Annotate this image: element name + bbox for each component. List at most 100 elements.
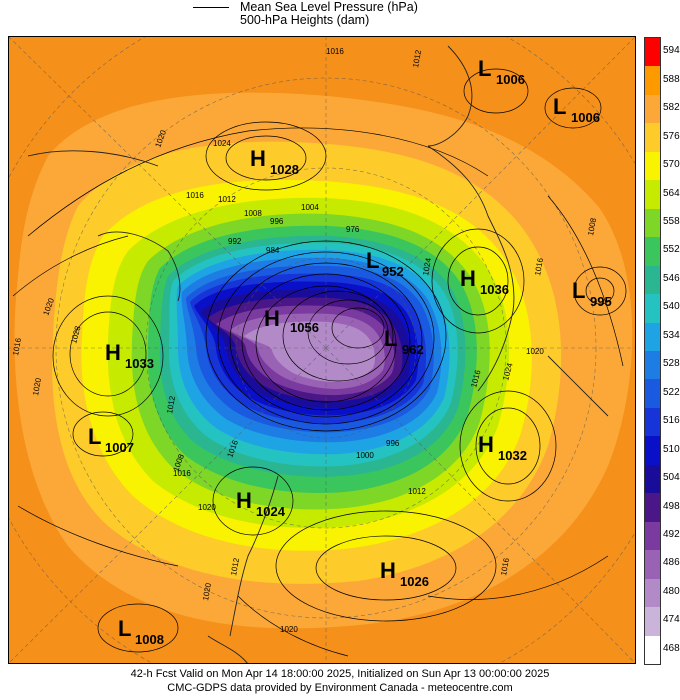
colorbar-segment: [645, 464, 660, 494]
contour-label: 1016: [11, 337, 23, 357]
mslp-line-symbol: [193, 7, 229, 8]
colorbar-tick-label: 534: [663, 329, 680, 341]
colorbar-tick-label: 540: [663, 301, 680, 313]
colorbar-segment: [645, 294, 660, 324]
pressure-center-letter: L: [118, 616, 131, 641]
graticule: [8, 36, 636, 664]
colorbar-tick-label: 510: [663, 443, 680, 455]
colorbar-segment: [645, 607, 660, 637]
colorbar-tick-label: 492: [663, 528, 680, 540]
colorbar-tick-label: 516: [663, 415, 680, 427]
contour-label: 1016: [533, 257, 545, 277]
pressure-center-value: 1056: [290, 320, 319, 335]
colorbar-tick-label: 522: [663, 386, 680, 398]
colorbar-tick-label: 594: [663, 45, 680, 57]
contour-label: 1016: [499, 557, 511, 577]
contour-label: 1012: [408, 487, 426, 496]
pressure-center-letter: L: [572, 278, 585, 303]
pressure-center-value: 1006: [571, 110, 600, 125]
pressure-center-value: 995: [590, 294, 612, 309]
legend-mslp-label: Mean Sea Level Pressure (hPa): [240, 0, 418, 14]
pressure-center-letter: L: [553, 94, 566, 119]
map-panel[interactable]: L 1006 L 1006 H 1028 L 952 H 1036 L 995 …: [8, 36, 636, 664]
contour-label: 992: [228, 237, 242, 246]
colorbar-segment: [645, 94, 660, 124]
colorbar-tick-label: 588: [663, 73, 680, 85]
contour-label: 1012: [411, 49, 423, 69]
contour-label: 1016: [173, 469, 191, 478]
pressure-center-value: 962: [402, 342, 424, 357]
contour-label: 1024: [421, 257, 433, 277]
pressure-center-value: 1008: [135, 632, 164, 647]
colorbar-segment: [645, 322, 660, 352]
contour-label: 1012: [165, 395, 177, 415]
colorbar-segment: [645, 379, 660, 409]
colorbar-segment: [645, 635, 660, 665]
contour-labels: 1016 1012 1020 1024 1016 1012 1008 1004 …: [11, 47, 598, 634]
colorbar-segment: [645, 351, 660, 380]
colorbar-tick-label: 486: [663, 557, 680, 569]
colorbar-tick-label: 474: [663, 614, 680, 626]
contour-label: 1020: [201, 582, 213, 602]
colorbar-tick-label: 552: [663, 244, 680, 256]
contour-label: 1008: [586, 217, 598, 237]
pressure-center-value: 1006: [496, 72, 525, 87]
pressure-center-value: 1007: [105, 440, 134, 455]
pressure-center-value: 1036: [480, 282, 509, 297]
colorbar-segment: [645, 123, 660, 153]
pressure-center-value: 1026: [400, 574, 429, 589]
colorbar-tick-label: 576: [663, 130, 680, 142]
legend-heights-label: 500-hPa Heights (dam): [240, 13, 370, 27]
colorbar-tick-label: 480: [663, 585, 680, 597]
colorbar-tick-label: 546: [663, 272, 680, 284]
colorbar-segment: [645, 550, 660, 580]
pressure-center-letter: L: [366, 248, 379, 273]
colorbar: [644, 37, 661, 665]
contour-label: 1024: [213, 139, 231, 148]
colorbar-tick-label: 528: [663, 358, 680, 370]
colorbar-segment: [645, 66, 660, 96]
colorbar-segment: [645, 208, 660, 238]
pressure-center-value: 1032: [498, 448, 527, 463]
pressure-center-letter: L: [478, 56, 491, 81]
pressure-center-letter: H: [460, 266, 476, 291]
pressure-center-value: 1024: [256, 504, 286, 519]
chart-legend: Mean Sea Level Pressure (hPa) 500-hPa He…: [0, 0, 680, 36]
pressure-center-letter: H: [264, 306, 280, 331]
colorbar-tick-label: 570: [663, 159, 680, 171]
contour-label: 1020: [198, 503, 216, 512]
contour-label: 1000: [356, 451, 374, 460]
pressure-center-letter: H: [250, 146, 266, 171]
contour-label: 1004: [301, 203, 319, 212]
colorbar-tick-label: 468: [663, 642, 680, 654]
weather-map: L 1006 L 1006 H 1028 L 952 H 1036 L 995 …: [8, 36, 636, 664]
contour-label: 1012: [229, 557, 241, 577]
pressure-center-value: 1033: [125, 356, 154, 371]
pressure-center-letter: L: [88, 424, 101, 449]
contour-label: 984: [266, 246, 280, 255]
colorbar-tick-label: 558: [663, 215, 680, 227]
pressure-center-value: 952: [382, 264, 404, 279]
contour-label: 1016: [326, 47, 344, 56]
colorbar-segment: [645, 436, 660, 466]
contour-label: 996: [386, 439, 400, 448]
coastlines: [27, 45, 609, 664]
colorbar-segment: [645, 237, 660, 267]
contour-label: 1008: [244, 209, 262, 218]
pressure-centers: L 1006 L 1006 H 1028 L 952 H 1036 L 995 …: [88, 56, 612, 647]
colorbar-segment: [645, 265, 660, 295]
contour-label: 1020: [280, 625, 298, 634]
pressure-center-letter: L: [384, 326, 397, 351]
contour-label: 996: [270, 217, 284, 226]
colorbar-tick-label: 564: [663, 187, 680, 199]
pressure-center-letter: H: [478, 432, 494, 457]
colorbar-tick-label: 582: [663, 102, 680, 114]
colorbar-segment: [645, 407, 660, 437]
colorbar-segment: [645, 493, 660, 523]
contour-label: 1020: [31, 377, 43, 397]
colorbar-segment: [645, 578, 660, 608]
pressure-center-letter: H: [236, 488, 252, 513]
pressure-center-letter: H: [105, 340, 121, 365]
colorbar-segment: [645, 151, 660, 181]
colorbar-segment: [645, 180, 660, 210]
